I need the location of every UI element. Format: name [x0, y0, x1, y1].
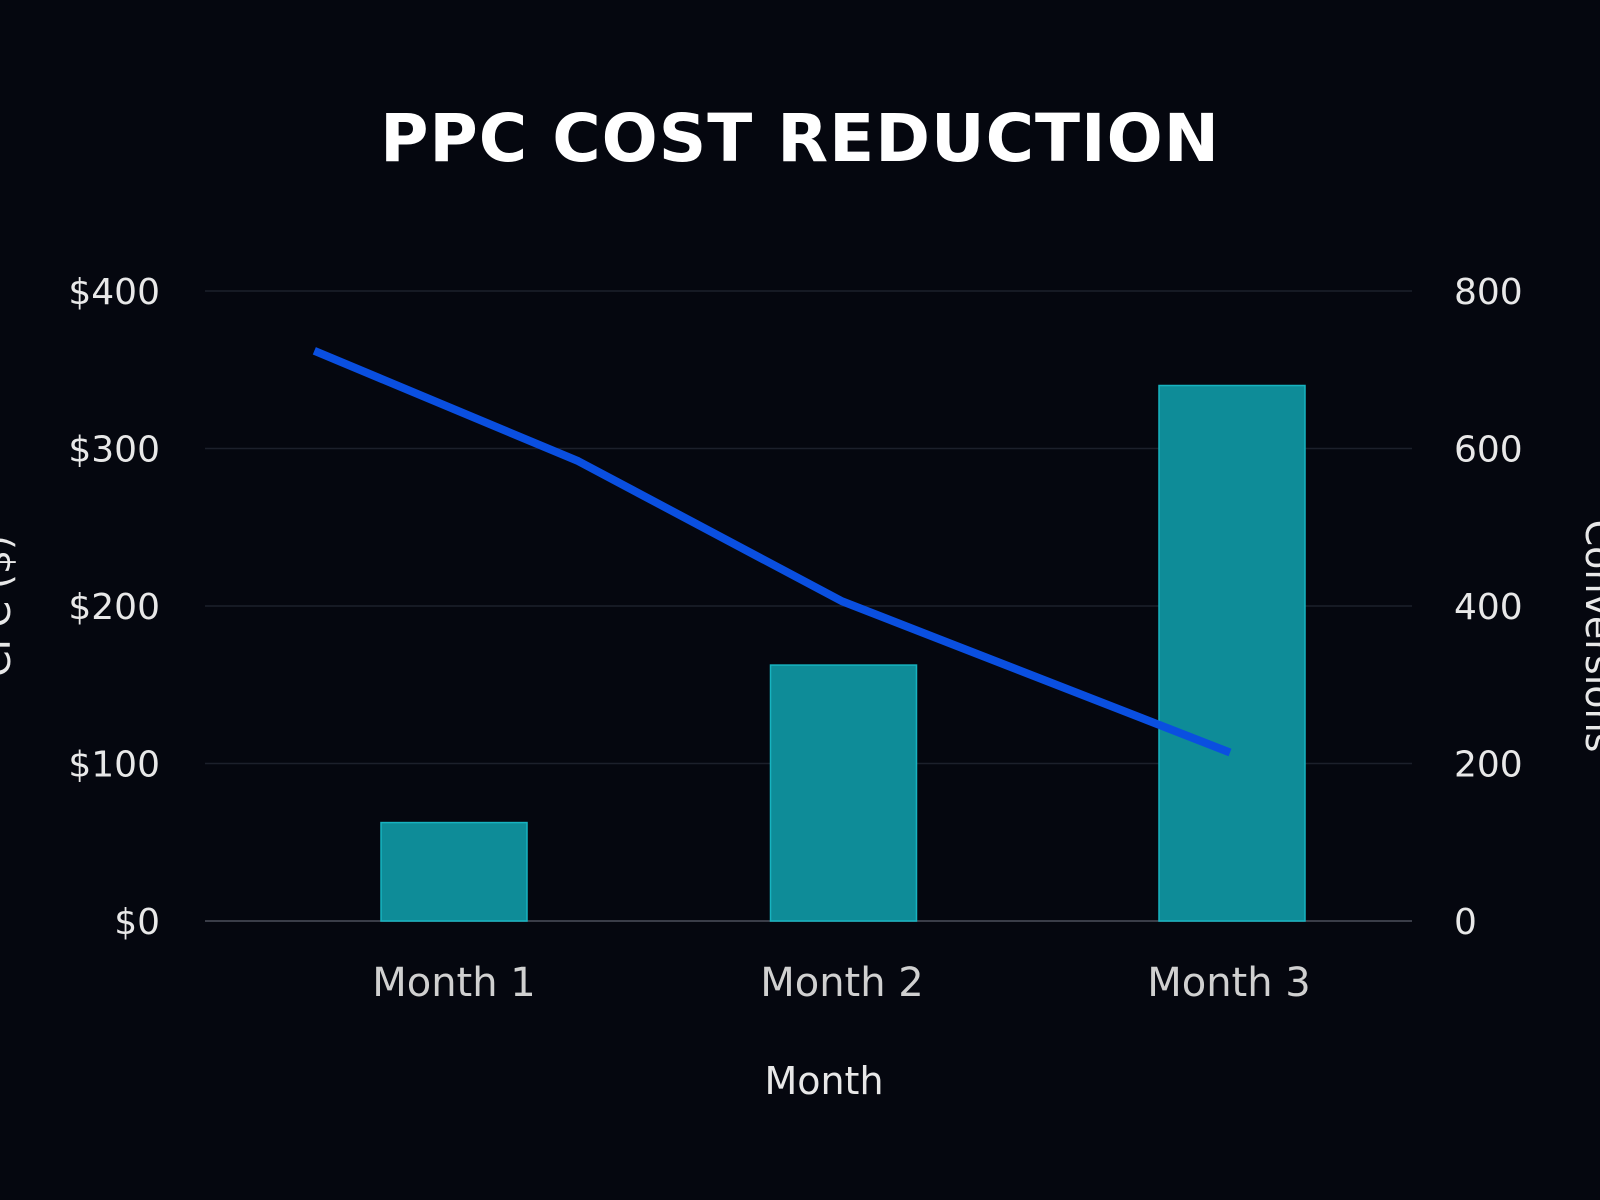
x-tick-label: Month 1: [372, 960, 536, 1006]
chart-title: PPC COST REDUCTION: [380, 100, 1220, 177]
left-tick-label: $0: [114, 902, 160, 943]
right-tick-label: 200: [1454, 745, 1523, 786]
right-axis-label: Conversions: [1577, 520, 1600, 753]
x-axis-label: Month: [764, 1059, 883, 1103]
left-tick-label: $200: [68, 587, 160, 628]
x-tick-label: Month 3: [1147, 960, 1311, 1006]
right-tick-label: 400: [1454, 587, 1523, 628]
right-tick-label: 600: [1454, 430, 1523, 471]
right-tick-label: 0: [1454, 902, 1477, 943]
right-tick-label: 800: [1454, 272, 1523, 313]
bar-2: [769, 664, 918, 922]
left-tick-label: $300: [68, 430, 160, 471]
cpc-line: [312, 347, 1232, 757]
left-tick-label: $100: [68, 745, 160, 786]
left-tick-label: $400: [68, 272, 160, 313]
left-axis-label: CPC ($): [0, 535, 19, 677]
bar-1: [380, 821, 528, 922]
x-tick-label: Month 2: [760, 960, 924, 1006]
bar-3: [1158, 384, 1306, 922]
